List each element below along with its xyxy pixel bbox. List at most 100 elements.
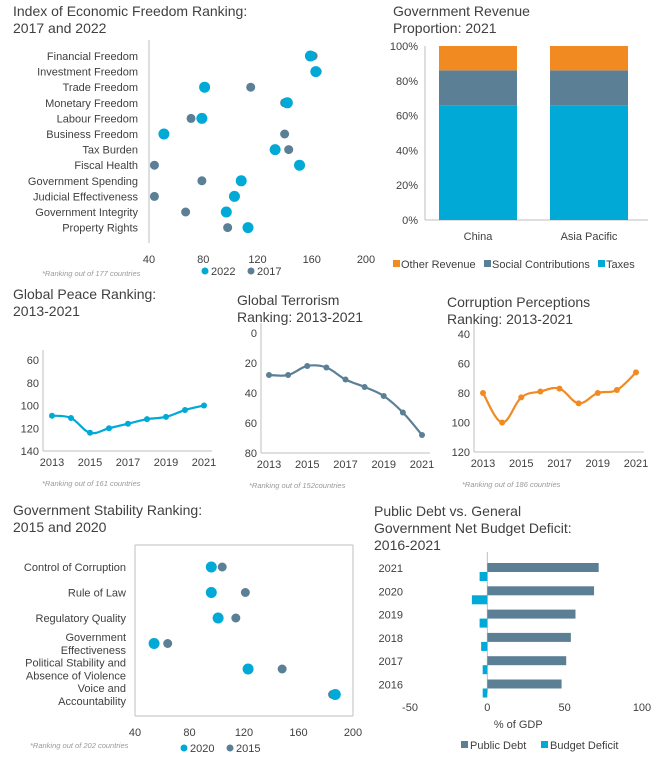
stability-category-label: Absence of Violence [26,671,126,683]
econ-category-label: Investment Freedom [37,67,138,79]
peace-data-point [106,425,112,432]
revenue-chart: 0% 20% 40% 60% 80% 100% China Asia Pacific Other… [390,41,648,271]
econ-dot-2022 [228,190,240,202]
stability-category-label: Rule of Law [68,588,126,600]
debt-bar-budget-deficit [479,572,488,581]
revenue-bar-social-contributions [439,70,517,106]
debt-category-label: 2017 [379,656,403,668]
corruption-data-point [518,394,525,401]
econ-category-label: Judicial Effectiveness [33,191,138,203]
stability-chart-title: 2015 and 2020 [13,519,107,535]
stability-dot-2020 [329,689,341,700]
debt-category-label: 2020 [379,586,403,598]
debt-bar-budget-deficit [479,618,488,628]
terror-x-tick: 2015 [295,459,319,471]
debt-legend-label-budget-deficit: Budget Deficit [550,740,618,752]
peace-y-tick: 60 [27,355,39,367]
debt-category-label: 2016 [379,680,403,692]
stability-category-label: Accountability [58,696,126,708]
stability-chart: 40 80 120 160 200 Control of Corruption Rule o… [24,544,362,755]
debt-category-label: 2021 [379,563,403,575]
terror-chart-title: Global Terrorism [237,292,339,308]
corruption-data-point [594,390,601,396]
debt-legend-swatch-public-debt [461,741,468,748]
terror-y-tick: 20 [245,358,257,370]
stability-dot-2020 [148,638,160,649]
stability-dot-2015 [240,588,250,597]
terror-data-point [323,364,330,371]
econ-dot-2022 [269,144,281,156]
peace-x-tick: 2021 [192,457,216,469]
econ-dot-2017 [280,129,290,139]
terror-y-tick: 60 [245,418,257,430]
corruption-y-tick: 100 [452,418,470,430]
stability-x-tick: 40 [129,727,141,739]
peace-data-point [144,416,150,423]
peace-data-point [87,429,93,436]
econ-x-tick: 200 [357,254,375,266]
legend-dot-2017 [247,267,255,275]
econ-dot-2022 [158,128,170,140]
peace-data-point [125,420,131,427]
revenue-chart-title: Government Revenue [393,3,530,19]
econ-category-label: Government Integrity [35,207,138,219]
revenue-legend-swatch [393,260,400,267]
econ-x-tick: 80 [197,254,209,266]
peace-x-tick: 2019 [154,457,178,469]
debt-legend-label-public-debt: Public Debt [470,740,526,752]
terror-x-tick: 2021 [410,459,434,471]
econ-dot-2017 [284,145,294,155]
terror-x-tick: 2019 [372,459,396,471]
peace-data-point [49,412,55,419]
debt-x-tick: 100 [633,702,651,714]
revenue-bar-other-revenue [550,46,628,71]
econ-dot-2017 [197,176,207,186]
revenue-y-tick: 100% [390,41,418,53]
terror-data-point [380,393,387,399]
peace-note: *Ranking out of 161 countries [42,479,141,488]
debt-bar-public-debt [487,656,567,666]
corruption-x-tick: 2013 [471,458,495,470]
peace-chart-title: Global Peace Ranking: [13,286,156,302]
stability-category-label: Regulatory Quality [36,613,127,625]
debt-bar-public-debt [487,563,599,572]
econ-dot-2022 [294,159,306,171]
econ-category-label: Government Spending [28,176,138,188]
corruption-series-line [482,371,637,424]
debt-x-tick: -50 [402,702,418,714]
peace-data-point [182,407,188,414]
econ-chart-title: Index of Economic Freedom Ranking: [13,3,247,19]
corruption-data-point [480,390,486,396]
debt-x-tick: 50 [559,702,571,714]
peace-y-tick: 80 [27,378,39,390]
econ-freedom-chart: 40 80 120 160 200 Financial Freedom Investment… [28,40,375,278]
econ-category-label: Monetary Freedom [45,98,138,110]
stability-category-label: Voice and [78,683,126,695]
terror-data-point [399,409,406,416]
debt-bar-budget-deficit [482,688,488,698]
stability-dot-2020 [205,561,217,573]
econ-dot-2022 [235,175,247,187]
econ-dot-2022 [310,66,322,78]
stability-category-label: Government [65,632,126,644]
stability-x-tick: 160 [289,727,307,739]
debt-bar-budget-deficit [482,665,488,675]
stability-chart-title: Government Stability Ranking: [13,502,202,518]
peace-y-tick: 100 [21,401,39,413]
corruption-y-tick: 80 [458,388,470,400]
econ-dot-2017 [223,223,233,233]
peace-data-point [68,415,74,422]
debt-category-label: 2018 [379,633,403,645]
econ-category-label: Fiscal Health [74,160,138,172]
legend-label-2022: 2022 [211,266,235,278]
econ-dot-2022 [196,112,208,124]
revenue-bar-social-contributions [550,70,628,106]
econ-note: *Ranking out of 177 countries [42,269,141,278]
stability-dot-2015 [231,613,241,623]
debt-chart-title: Government Net Budget Deficit: [374,520,572,536]
corruption-chart-title: Corruption Perceptions [447,294,590,310]
revenue-bar-taxes [439,105,517,220]
corruption-data-point [556,385,563,392]
